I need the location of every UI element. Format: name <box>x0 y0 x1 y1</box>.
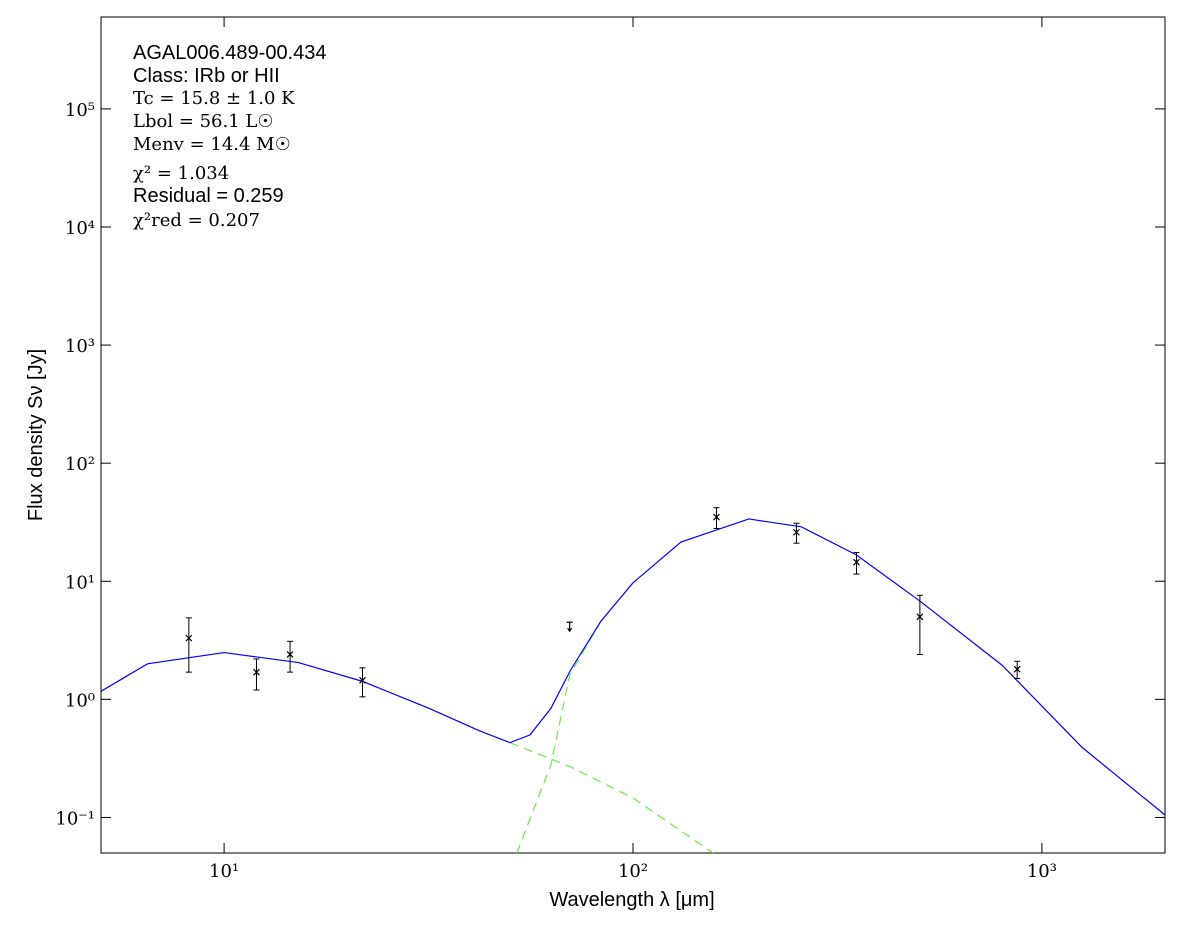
x-tick-label: 10³ <box>1027 861 1057 882</box>
x-tick-label: 10² <box>618 861 648 882</box>
data-point <box>713 513 720 521</box>
y-tick-label: 10² <box>65 454 95 475</box>
data-point <box>286 651 294 658</box>
model-component <box>509 742 714 853</box>
upper-limit <box>566 621 573 633</box>
annotation: χ²red = 0.207 <box>133 210 260 231</box>
annotation: Residual = 0.259 <box>133 185 284 207</box>
y-tick-label: 10⁵ <box>65 100 95 121</box>
annotation: Menv = 14.4 M☉ <box>133 134 291 155</box>
model-component <box>516 620 602 853</box>
annotation: Tc = 15.8 ± 1.0 K <box>133 88 295 109</box>
x-tick-label: 10¹ <box>209 861 239 882</box>
annotation: AGAL006.489-00.434 <box>133 42 327 64</box>
data-point <box>1013 665 1021 673</box>
data-point <box>185 634 193 642</box>
data-point <box>793 528 800 536</box>
annotations: AGAL006.489-00.434 Class: IRb or HII Tc … <box>133 42 327 231</box>
y-tick-label: 10¹ <box>65 572 95 593</box>
y-tick-label: 10⁰ <box>65 690 95 711</box>
data-point <box>853 558 860 566</box>
annotation: Class: IRb or HII <box>133 65 280 87</box>
y-tick-label: 10⁴ <box>65 218 95 239</box>
model-curve <box>101 518 1165 816</box>
data-point <box>359 676 366 684</box>
x-axis-label: Wavelength λ [μm] <box>549 889 714 911</box>
y-axis-label: Flux density Sν [Jy] <box>25 349 47 521</box>
data-point <box>253 668 260 676</box>
annotation: Lbol = 56.1 L☉ <box>133 111 273 132</box>
plot-area <box>101 507 1165 853</box>
annotation: χ² = 1.034 <box>133 163 229 184</box>
data-point <box>916 613 924 621</box>
y-tick-label: 10³ <box>65 336 95 357</box>
y-tick-label: 10⁻¹ <box>55 808 95 829</box>
